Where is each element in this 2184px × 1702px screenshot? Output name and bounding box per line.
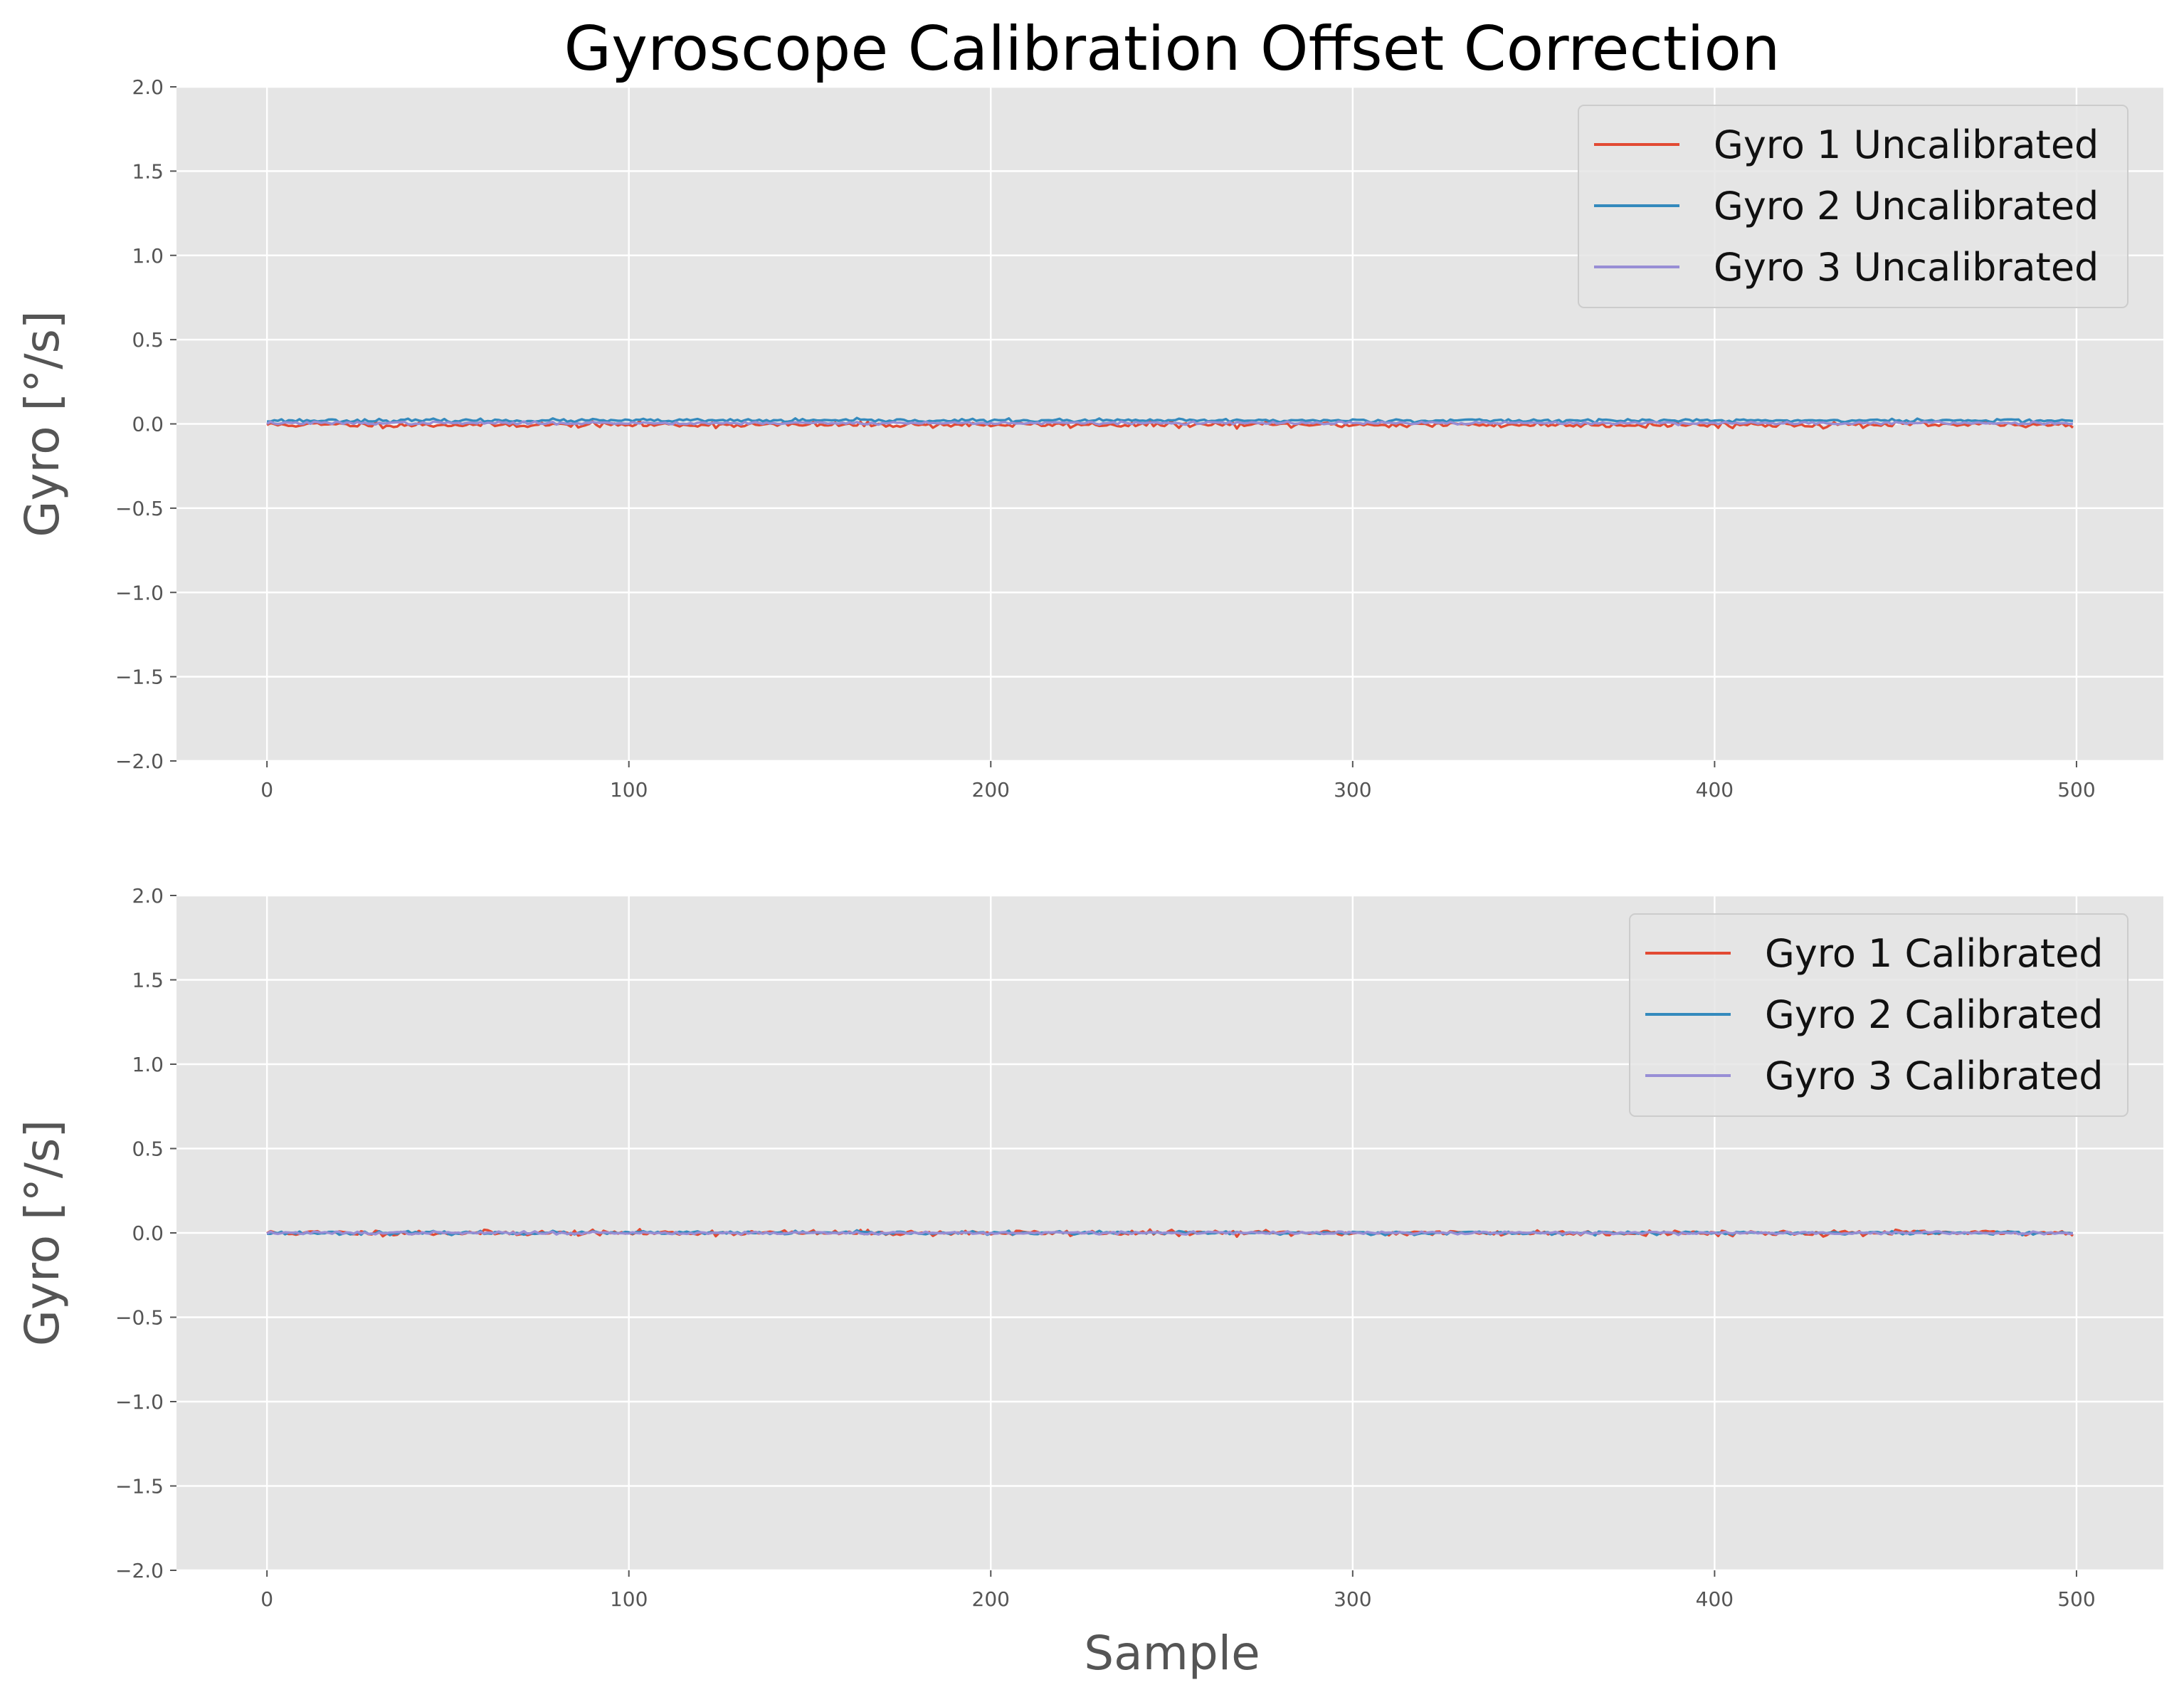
legend-entry-1: Gyro 1 Calibrated [1765, 931, 2104, 976]
y-tick-label: 1.0 [132, 1053, 164, 1076]
y-tick-label: −2.0 [115, 750, 164, 773]
y-tick-label: −1.0 [115, 581, 164, 604]
y-tick-label: −2.0 [115, 1559, 164, 1582]
x-tick-label: 400 [1696, 1587, 1734, 1611]
x-tick-label: 400 [1696, 778, 1734, 802]
x-tick-label: 200 [972, 1587, 1010, 1611]
y-tick-label: −0.5 [115, 497, 164, 520]
series-line-3 [266, 1230, 2074, 1236]
subplot-calibrated: 0 100 200 300 400 500 −2.0 −1.5 −1.0 −0.5 0.0 0.5 1.… [15, 884, 2163, 1611]
legend-entry-2: Gyro 2 Uncalibrated [1714, 184, 2099, 228]
y-tick-label: 0.5 [132, 1138, 164, 1161]
legend-entry-2: Gyro 2 Calibrated [1765, 992, 2104, 1037]
subplot-uncalibrated: 0 100 200 300 400 500 −2.0 −1.5 −1.0 −0.5 0.0 0.5 1.… [15, 75, 2163, 802]
y-tick-label: 2.0 [132, 884, 164, 908]
chart-title: Gyroscope Calibration Offset Correction [564, 14, 1780, 85]
x-tick-label: 500 [2057, 1587, 2095, 1611]
x-tick-label: 200 [972, 778, 1010, 802]
y-tick-label: 1.5 [132, 159, 164, 183]
y-tick-label: −1.5 [115, 1475, 164, 1498]
x-tick-label: 300 [1334, 778, 1371, 802]
y-tick-label: −1.0 [115, 1390, 164, 1414]
y-tick-label: 0.5 [132, 328, 164, 352]
y-tick-label: −1.5 [115, 666, 164, 689]
legend-box [1629, 913, 2128, 1117]
x-tick-label: 0 [260, 1587, 273, 1611]
y-tick-label: 0.0 [132, 413, 164, 436]
x-tick-label: 0 [260, 778, 273, 802]
x-tick-label: 100 [610, 1587, 648, 1611]
y-tick-label: −0.5 [115, 1306, 164, 1330]
y-tick-label: 0.0 [132, 1222, 164, 1245]
legend-box [1578, 105, 2128, 308]
legend-entry-3: Gyro 3 Calibrated [1765, 1054, 2104, 1098]
y-tick-label: 1.5 [132, 969, 164, 992]
legend-entry-1: Gyro 1 Uncalibrated [1714, 122, 2099, 167]
x-tick-label: 100 [610, 778, 648, 802]
y-tick-label: 2.0 [132, 75, 164, 99]
series-line-3 [266, 420, 2074, 426]
series-line-2 [267, 416, 2074, 424]
x-tick-label: 500 [2057, 778, 2095, 802]
y-tick-label: 1.0 [132, 244, 164, 268]
legend-entry-3: Gyro 3 Uncalibrated [1714, 245, 2099, 290]
y-axis-label: Gyro [°/s] [15, 1120, 70, 1346]
x-tick-label: 300 [1334, 1587, 1371, 1611]
x-axis-label: Sample [1084, 1626, 1260, 1681]
y-axis-label: Gyro [°/s] [15, 310, 70, 537]
